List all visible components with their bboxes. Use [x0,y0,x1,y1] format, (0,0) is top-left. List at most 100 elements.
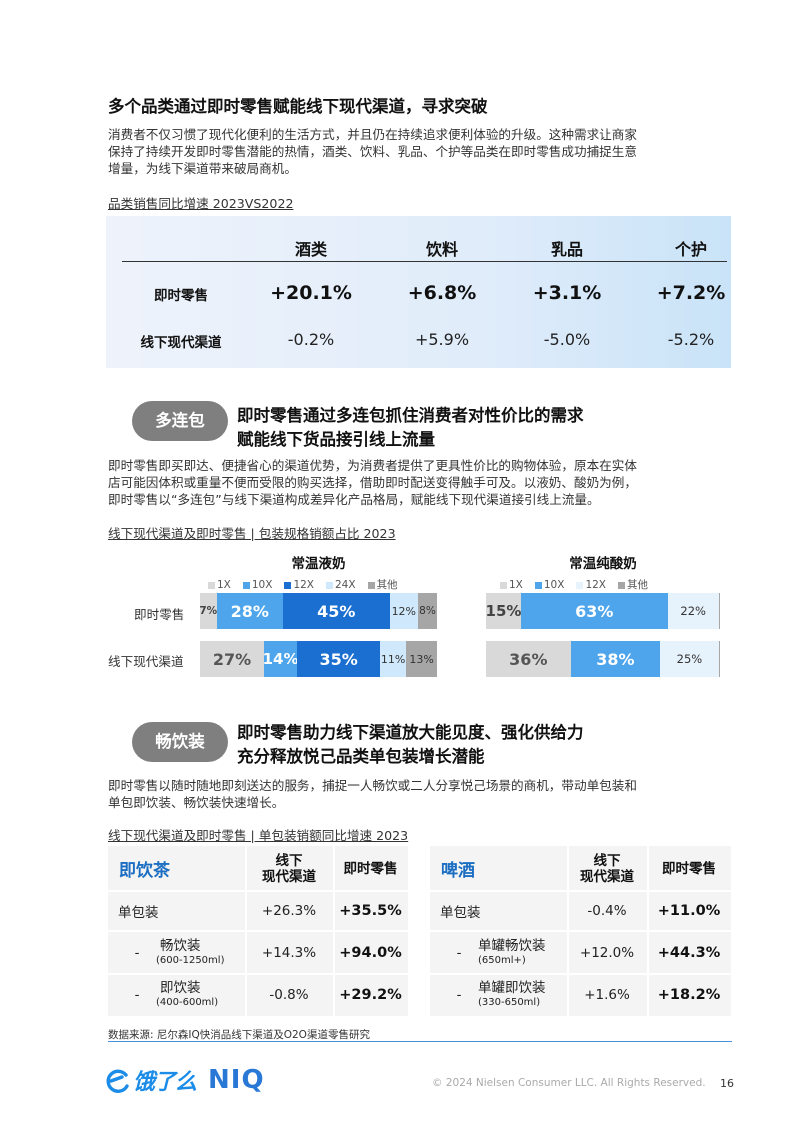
eleme-logo-text: 饿了么 [133,1070,197,1095]
col-header-offline: 线下 现代渠道 [580,852,634,885]
beer-table: 啤酒 线下 现代渠道 即时零售 单包装 -0.4% +11.0% - 单罐畅饮装… [430,846,731,1016]
footer-divider [108,1041,732,1042]
legend-item: 其他 [618,579,648,591]
bar-segment: 36% [486,641,571,677]
col-header-instant: 即时零售 [662,860,716,877]
legend-item: 1X [208,579,231,591]
stacked-bar-offline-yogurt: 36% 38% 25% [486,641,720,677]
bar-segment: 11% [380,641,407,677]
bar-segment: 8% [418,593,437,629]
offline-value: +14.3% [261,944,317,961]
offline-value: -0.4% [587,903,627,919]
legend-label: 24X [335,579,356,591]
chart-title-ambient-milk: 常温液奶 [291,556,346,572]
bar-data-label: 13% [409,652,434,666]
bar-segment: 15% [486,593,521,629]
bar-data-label: 7% [200,605,217,617]
legend-swatch [367,581,375,589]
bar-data-label: 15% [486,602,521,620]
value-cell: +3.1% [532,282,602,304]
legend-item: 12X [284,579,314,591]
col-header-personal-care: 个护 [674,240,707,259]
section2-title: 即时零售通过多连包抓住消费者对性价比的需求 赋能线下货品接引线上流量 [237,406,584,449]
legend-label: 其他 [376,579,398,591]
instant-value: +94.0% [339,944,402,961]
bar-segment: 28% [216,593,283,629]
instant-value: +44.3% [657,944,721,961]
legend-swatch [284,581,292,589]
eleme-logo-icon [106,1069,129,1093]
multipack-pill-badge: 多连包 [132,401,228,441]
legend-item: 10X [242,579,273,591]
bar-segment: 38% [570,641,661,677]
table-name-beer: 啤酒 [441,861,475,881]
legend-label: 12X [585,579,606,591]
bar-segment [718,641,720,677]
growth-table-subtitle: 品类销售同比增速 2023VS2022 [108,196,294,211]
legend-item: 24X [326,579,356,591]
single-pack-subtitle: 线下现代渠道及即时零售 | 单包装销额同比增速 2023 [108,828,409,843]
legend-swatch [326,581,333,589]
bar-data-label: 45% [317,601,356,621]
row-label: - 单罐畅饮装 (650ml+) [456,937,546,966]
legend-label: 12X [293,579,314,591]
legend-label: 1X [509,579,523,591]
instant-value: +35.5% [339,903,402,919]
value-cell: +6.8% [407,282,477,304]
bar-data-label: 63% [575,601,614,621]
header-divider [122,261,727,262]
bar-data-label: 27% [212,649,252,669]
value-cell: -5.0% [543,330,591,349]
chart-legend-ambient-yogurt: 1X 10X 12X 其他 [500,577,660,592]
section1-paragraph: 消费者不仅习惯了现代化便利的生活方式，并且仍在持续追求便利体验的升级。这种需求让… [108,127,637,176]
legend-item: 10X [534,579,565,591]
legend-label: 1X [217,579,231,591]
legend-swatch [242,581,250,589]
bar-data-label: 35% [319,649,358,669]
section3-paragraph: 即时零售以随时随地即刻送达的服务，捕捉一人畅饮或二人分享悦己场景的商机，带动单包… [108,778,637,810]
bar-data-label: 22% [680,604,706,618]
bar-segment: 45% [282,593,390,629]
bar-segment [718,593,720,629]
stacked-bar-instant-milk: 7% 28% 45% 12% 8% [200,593,437,629]
bar-row-label-instant: 即时零售 [134,607,185,622]
page-number: 16 [720,1077,734,1090]
copyright-text: © 2024 Nielsen Consumer LLC. All Rights … [432,1077,706,1089]
instant-value: +18.2% [657,987,721,1003]
legend-swatch [208,581,215,589]
chart-legend-ambient-milk: 1X 10X 12X 24X 其他 [208,577,410,592]
legend-swatch [500,581,507,589]
bar-row-label-offline: 线下现代渠道 [108,654,184,669]
col-header-beverage: 饮料 [425,240,458,259]
bar-data-label: 12% [391,604,417,618]
rtd-tea-table: 即饮茶 线下 现代渠道 即时零售 单包装 +26.3% +35.5% - 畅饮装… [108,846,408,1016]
drinking-pack-pill-badge: 畅饮装 [132,722,228,762]
offline-value: -0.8% [269,987,309,1003]
bar-segment: 13% [406,641,437,677]
legend-label: 10X [543,579,565,591]
chart-title-ambient-yogurt: 常温纯酸奶 [569,556,637,572]
category-growth-table: 酒类 饮料 乳品 个护 即时零售 +20.1% +6.8% +3.1% +7.2… [106,216,731,368]
row-label: 单包装 [118,905,159,921]
stacked-bar-instant-yogurt: 15% 63% 22% [486,593,720,629]
brand-logos: 饿了么 NIQ [104,1062,265,1098]
legend-label: 10X [251,579,273,591]
col-header-offline: 线下 现代渠道 [262,852,316,885]
offline-value: +26.3% [261,903,317,919]
col-header-instant: 即时零售 [343,860,398,877]
stacked-bar-offline-milk: 27% 14% 35% 11% 13% [200,641,437,677]
row-label: - 畅饮装 (600-1250ml) [134,937,225,966]
legend-label: 其他 [627,579,648,591]
col-header-liquor: 酒类 [294,240,327,259]
bar-data-label: 36% [509,649,548,669]
bar-data-label: 14% [263,650,298,668]
offline-value: +1.6% [584,987,630,1003]
row-label-offline-channel: 线下现代渠道 [140,335,222,351]
bar-segment: 22% [667,593,719,629]
legend-item: 12X [576,579,606,591]
bar-data-label: 8% [419,605,436,617]
value-cell: +5.9% [414,330,470,349]
section2-paragraph: 即时零售即买即达、便捷省心的渠道优势，为消费者提供了更具性价比的购物体验，原本在… [108,458,637,507]
table-name-rtd-tea: 即饮茶 [119,861,170,881]
data-source-note: 数据来源: 尼尔森IQ快消品线下渠道及O2O渠道零售研究 [108,1029,370,1041]
